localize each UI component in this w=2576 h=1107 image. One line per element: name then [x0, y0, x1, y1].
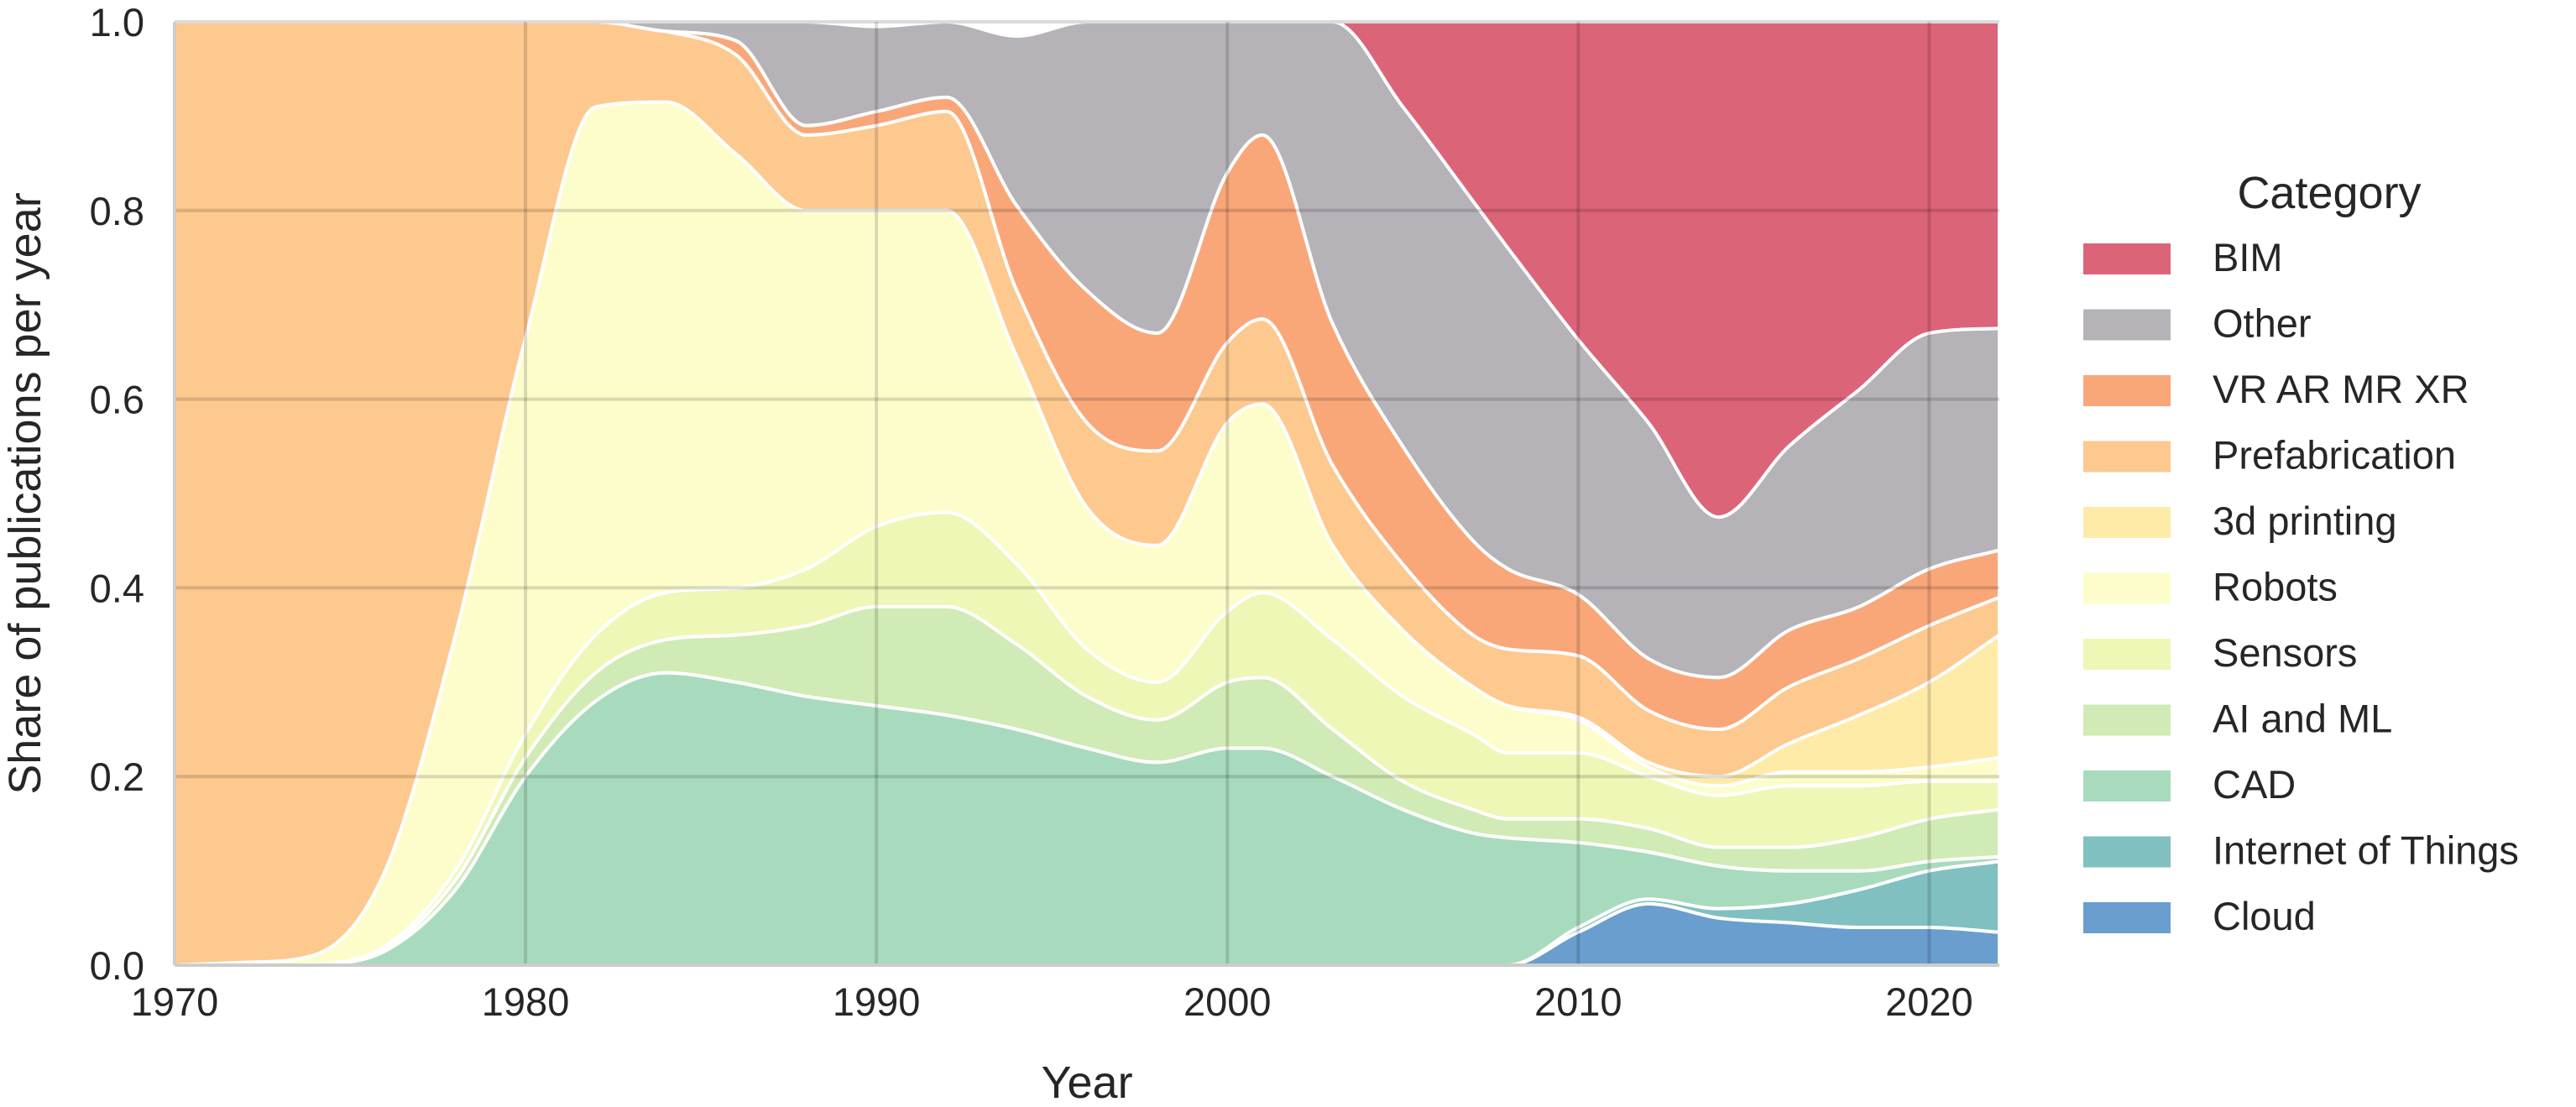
- x-tick-label: 2020: [1885, 979, 1973, 1024]
- legend-swatch-ai-and-ml: [2083, 704, 2171, 736]
- x-gridlines: [173, 22, 1931, 965]
- legend-label-sensors: Sensors: [2213, 630, 2357, 675]
- y-tick-label: 0.2: [90, 755, 144, 799]
- legend-label-other: Other: [2213, 301, 2312, 346]
- area-bands: [173, 19, 2001, 968]
- legend-label-3d-printing: 3d printing: [2213, 499, 2397, 543]
- x-tick-label: 2000: [1183, 979, 1272, 1024]
- x-tick-label: 1970: [131, 979, 219, 1024]
- legend-swatch-other: [2083, 309, 2171, 341]
- legend-swatch-3d-printing: [2083, 507, 2171, 538]
- legend-label-internet-of-things: Internet of Things: [2213, 828, 2519, 873]
- legend-swatch-cad: [2083, 770, 2171, 802]
- legend-label-cad: CAD: [2213, 762, 2296, 807]
- legend-label-vr-ar-mr-xr: VR AR MR XR: [2213, 367, 2469, 411]
- y-tick-label: 1.0: [90, 0, 144, 44]
- y-tick-label: 0.8: [90, 189, 144, 233]
- y-tick-label: 0.6: [90, 378, 144, 422]
- legend-label-robots: Robots: [2213, 565, 2338, 609]
- y-tick-label: 0.4: [90, 566, 144, 610]
- x-tick-label: 1980: [482, 979, 570, 1024]
- legend: Category BIM Other VR AR MR XR Prefabricati…: [2083, 168, 2519, 938]
- legend-swatch-bim: [2083, 243, 2171, 274]
- legend-swatch-robots: [2083, 572, 2171, 604]
- y-tick-labels: 0.0 0.2 0.4 0.6 0.8 1.0: [90, 0, 144, 988]
- y-tick-label: 0.0: [90, 943, 144, 988]
- x-tick-label: 2010: [1534, 979, 1622, 1024]
- legend-swatch-cloud: [2083, 902, 2171, 933]
- legend-swatch-vr-ar-mr-xr: [2083, 375, 2171, 406]
- x-tick-labels: 1970 1980 1990 2000 2010 2020: [131, 979, 1973, 1024]
- area-band-bim: [173, 19, 2001, 520]
- legend-label-bim: BIM: [2213, 235, 2283, 279]
- x-tick-label: 1990: [833, 979, 921, 1024]
- y-axis-label: Share of publications per year: [0, 192, 50, 794]
- legend-swatch-sensors: [2083, 639, 2171, 670]
- legend-title: Category: [2237, 168, 2421, 218]
- legend-swatch-prefabrication: [2083, 441, 2171, 473]
- legend-label-ai-and-ml: AI and ML: [2213, 697, 2392, 741]
- legend-label-prefabrication: Prefabrication: [2213, 433, 2456, 478]
- x-axis-label: Year: [1041, 1057, 1132, 1107]
- legend-label-cloud: Cloud: [2213, 894, 2316, 938]
- legend-swatch-internet-of-things: [2083, 836, 2171, 868]
